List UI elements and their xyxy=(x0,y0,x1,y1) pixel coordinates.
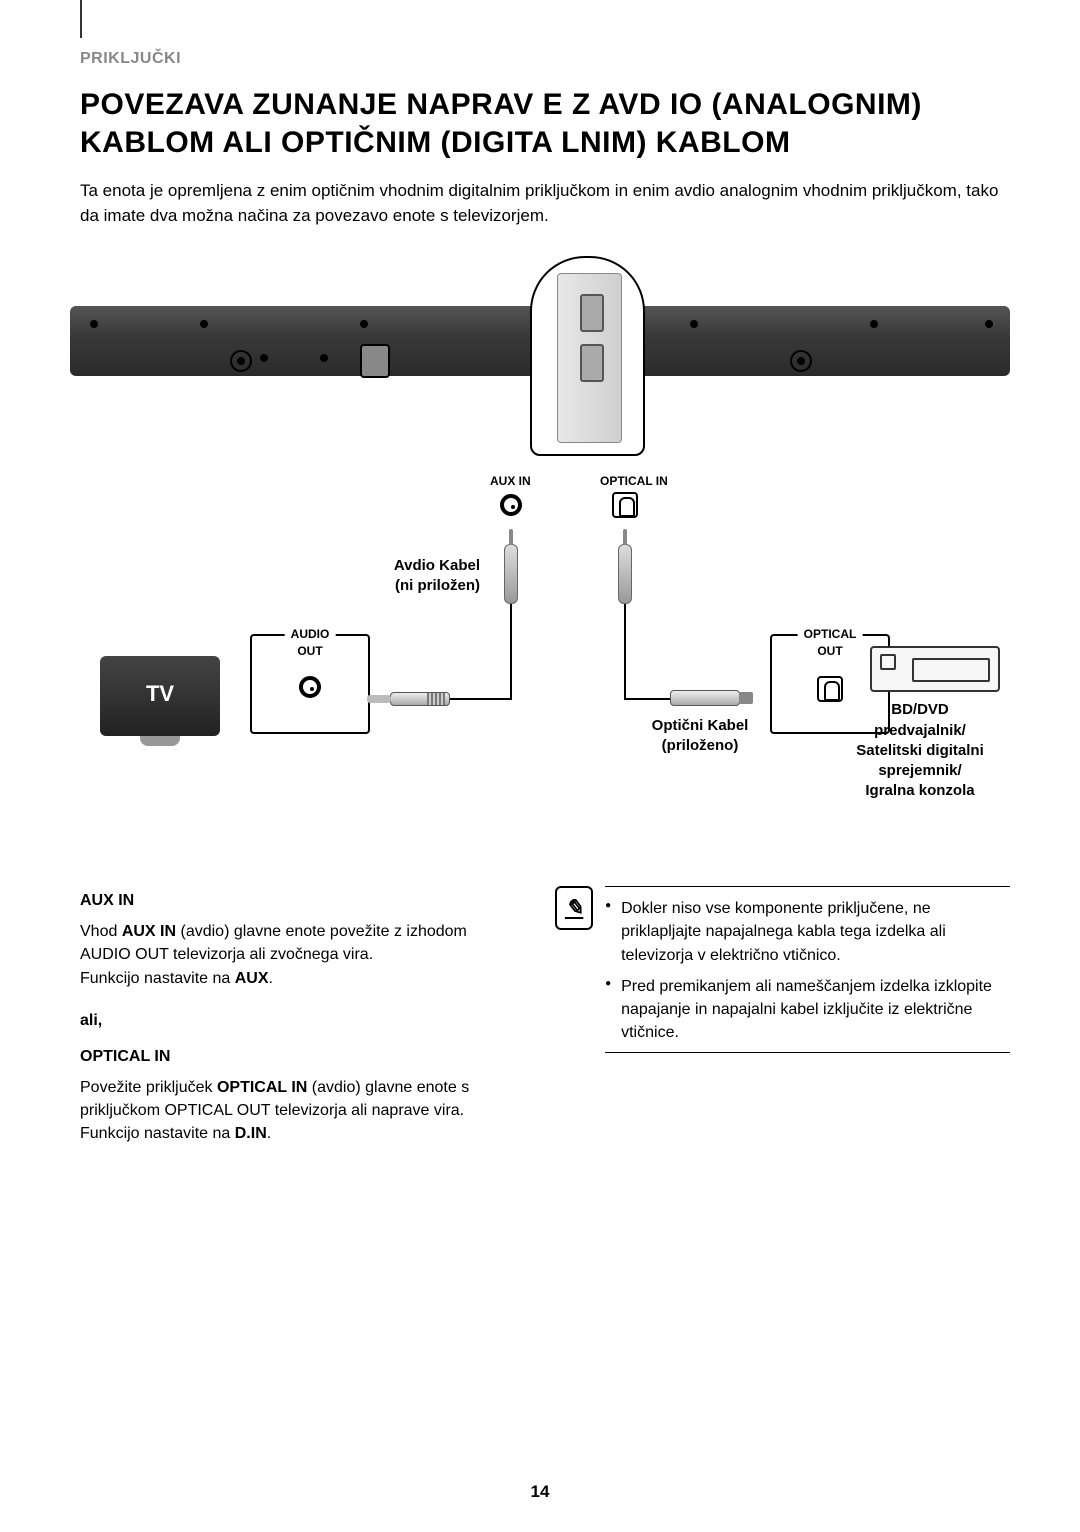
aux-jack xyxy=(500,494,522,516)
optical-out-b: OUT xyxy=(817,644,842,658)
caution-item-2: Pred premikanjem ali nameščanjem izdelka… xyxy=(605,975,1010,1045)
device-l4: sprejemnik/ xyxy=(878,762,961,779)
audio-cable-label: Avdio Kabel (ni priložen) xyxy=(360,556,480,595)
device-l3: Satelitski digitalni xyxy=(856,742,984,759)
text-columns: AUX IN Vhod AUX IN (avdio) glavne enote … xyxy=(80,886,1010,1145)
external-device xyxy=(870,646,1000,692)
aux-in-func: Funkcijo nastavite na AUX. xyxy=(80,967,515,990)
aux-in-heading: AUX IN xyxy=(80,892,515,910)
or-heading: ali, xyxy=(80,1012,515,1030)
optical-cable-label: Optični Kabel (priloženo) xyxy=(630,716,770,755)
optical-plug-h xyxy=(670,690,740,706)
device-label: BD/DVD predvajalnik/ Satelitski digitaln… xyxy=(830,700,1010,801)
left-column: AUX IN Vhod AUX IN (avdio) glavne enote … xyxy=(80,886,515,1145)
page-title: POVEZAVA ZUNANJE NAPRAV E Z AVD IO (ANAL… xyxy=(80,86,1010,161)
device-l5: Igralna konzola xyxy=(865,782,974,799)
optical-cable-l1: Optični Kabel xyxy=(652,717,749,734)
title-line-2: KABLOM ALI OPTIČNIM (DIGITA LNIM) KABLOM xyxy=(80,126,790,159)
aux-in-body: Vhod AUX IN (avdio) glavne enote povežit… xyxy=(80,920,515,966)
optical-in-icon xyxy=(612,492,638,518)
port-callout xyxy=(530,256,645,456)
optical-in-func: Funkcijo nastavite na D.IN. xyxy=(80,1122,515,1145)
optical-plug xyxy=(618,544,632,604)
caution-item-1: Dokler niso vse komponente priključene, … xyxy=(605,897,1010,967)
audio-out-port: AUDIO OUT xyxy=(250,634,370,734)
intro-paragraph: Ta enota je opremljena z enim optičnim v… xyxy=(80,179,1010,228)
tv-box: TV xyxy=(100,656,220,736)
aux-plug-h xyxy=(390,692,450,706)
top-rule xyxy=(80,0,82,38)
audio-out-t: AUDIO xyxy=(291,627,330,641)
optical-in-heading: OPTICAL IN xyxy=(80,1048,515,1066)
aux-in-cap: AUX IN xyxy=(490,474,531,488)
connection-diagram: AUX IN OPTICAL IN Avdio Kabel (ni prilož… xyxy=(70,256,1010,876)
device-l2: predvajalnik/ xyxy=(874,722,966,739)
audio-cable-l1: Avdio Kabel xyxy=(394,557,480,574)
section-label: PRIKLJUČKI xyxy=(80,50,1010,68)
optical-in-cap: OPTICAL IN xyxy=(600,474,668,488)
audio-cable-l2: (ni priložen) xyxy=(395,577,480,594)
audio-out-b: OUT xyxy=(297,644,322,658)
device-l1: BD/DVD xyxy=(891,701,949,718)
optical-cable-l2: (priloženo) xyxy=(662,737,739,754)
aux-plug xyxy=(504,544,518,604)
page-number: 14 xyxy=(0,1482,1080,1502)
optical-in-body: Povežite priključek OPTICAL IN (avdio) g… xyxy=(80,1076,515,1122)
caution-list: Dokler niso vse komponente priključene, … xyxy=(605,897,1010,1044)
title-line-1: POVEZAVA ZUNANJE NAPRAV E Z AVD IO (ANAL… xyxy=(80,88,922,121)
optical-out-t: OPTICAL xyxy=(804,627,857,641)
caution-icon: ✎ xyxy=(555,886,593,930)
right-column: ✎ Dokler niso vse komponente priključene… xyxy=(555,886,1010,1145)
